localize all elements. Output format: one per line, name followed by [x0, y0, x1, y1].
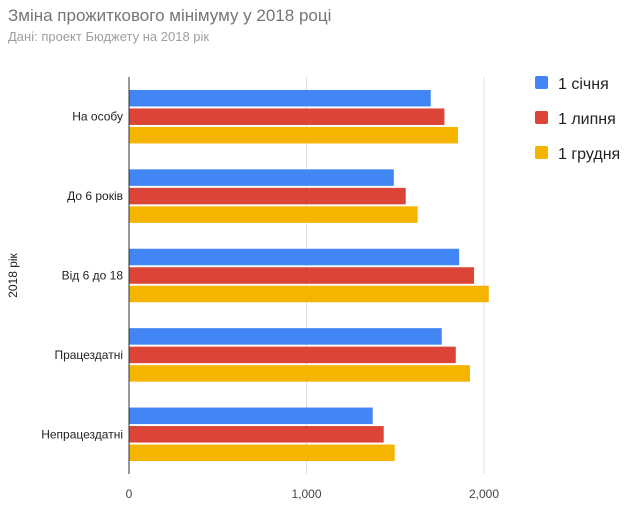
bar [129, 187, 406, 205]
bar [129, 328, 442, 345]
legend-label: 1 липня [558, 111, 616, 128]
category-label: Працездатні [54, 348, 123, 362]
bar [129, 365, 470, 382]
bar [129, 285, 489, 303]
category-label: На особу [72, 110, 123, 124]
legend-swatch [535, 111, 548, 124]
legend-swatch [535, 146, 548, 159]
x-tick-label: 0 [126, 487, 133, 501]
bar [129, 444, 395, 462]
category-label: Від 6 до 18 [62, 269, 124, 283]
legend-swatch [535, 76, 548, 89]
y-axis-title: 2018 рік [6, 252, 20, 297]
category-label: До 6 років [67, 189, 123, 203]
bar [129, 89, 431, 107]
chart-subtitle: Дані: проект Бюджету на 2018 рік [8, 29, 210, 44]
bar [129, 108, 445, 125]
bar [129, 206, 418, 223]
chart-title: Зміна прожиткового мінімуму у 2018 році [8, 6, 332, 25]
bar [129, 407, 373, 425]
bar [129, 169, 394, 186]
bar [129, 267, 475, 284]
bar [129, 346, 456, 364]
category-label: Непрацездатні [41, 427, 123, 441]
bar [129, 248, 460, 266]
legend-label: 1 грудня [558, 146, 620, 163]
legend-label: 1 січня [558, 76, 609, 93]
bar [129, 126, 458, 144]
x-tick-label: 2,000 [469, 487, 499, 501]
x-tick-label: 1,000 [291, 487, 321, 501]
bar [129, 426, 384, 443]
